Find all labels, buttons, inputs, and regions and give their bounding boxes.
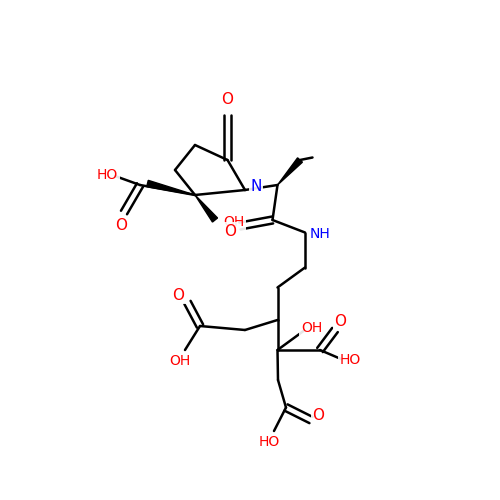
- Text: HO: HO: [258, 435, 280, 449]
- Text: O: O: [222, 92, 234, 108]
- Text: O: O: [224, 224, 236, 238]
- Text: N: N: [250, 179, 262, 194]
- Text: O: O: [116, 218, 128, 232]
- Text: O: O: [334, 314, 346, 328]
- Text: O: O: [312, 408, 324, 422]
- Polygon shape: [195, 195, 218, 222]
- Text: O: O: [172, 288, 184, 302]
- Text: OH: OH: [301, 320, 322, 334]
- Polygon shape: [146, 180, 195, 195]
- Text: HO: HO: [97, 168, 118, 182]
- Text: OH: OH: [224, 216, 244, 230]
- Text: HO: HO: [340, 353, 360, 367]
- Polygon shape: [278, 158, 302, 185]
- Text: OH: OH: [170, 354, 190, 368]
- Text: NH: NH: [310, 228, 330, 241]
